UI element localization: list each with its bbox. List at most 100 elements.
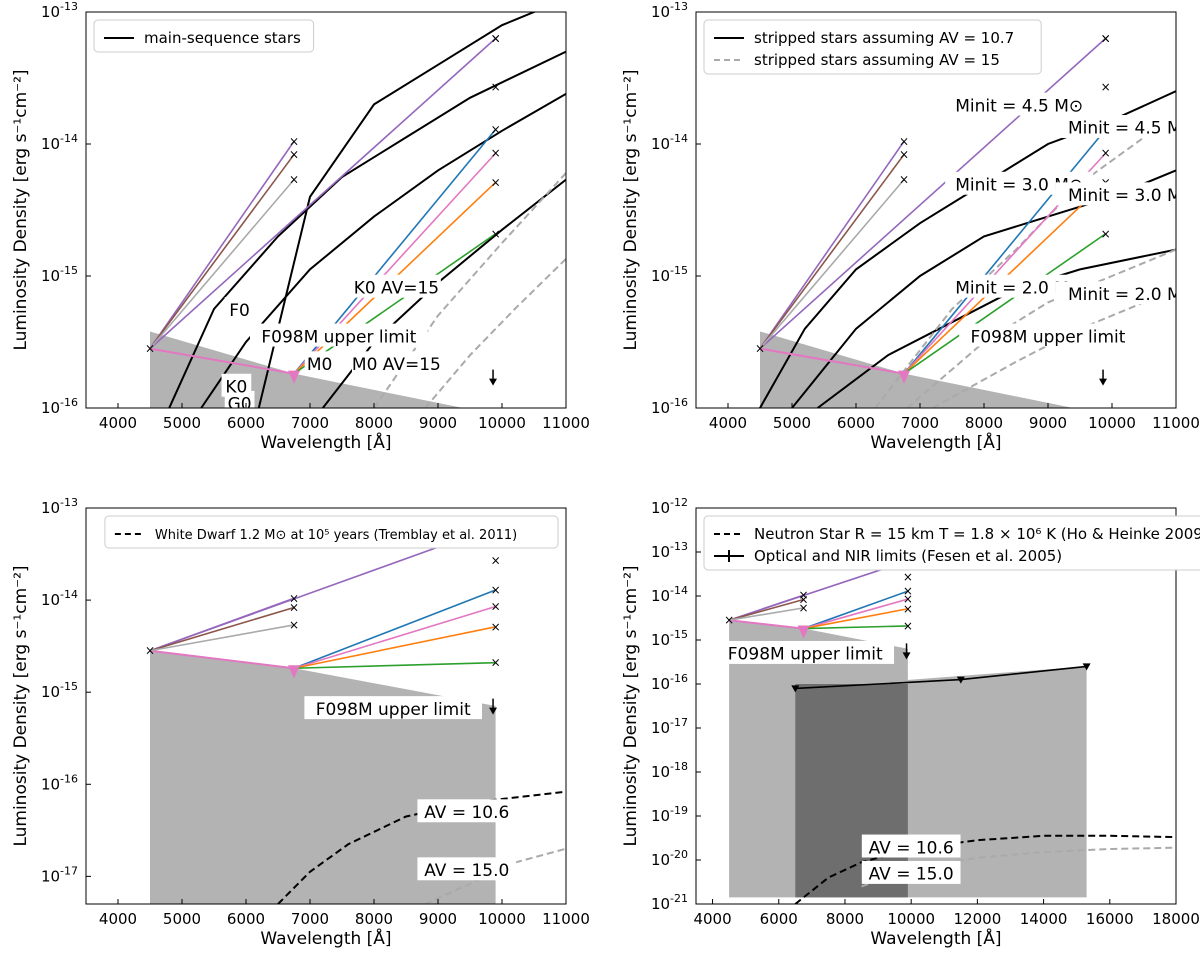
spectrum-line-0 [257, 12, 537, 408]
spectrum-line-5 [424, 258, 566, 408]
fan-marker: × [899, 134, 909, 148]
color-fan-line [293, 605, 496, 670]
label-box [221, 373, 252, 397]
label-box [716, 640, 895, 664]
upper-limit-arrow-head [489, 707, 498, 715]
fan-marker: × [899, 148, 909, 162]
legend-label: main-sequence stars [144, 29, 301, 47]
legend: main-sequence stars [93, 19, 315, 53]
pink-marker [797, 625, 810, 639]
fan-marker: × [491, 656, 501, 670]
y-tick-label: 10-14 [651, 132, 688, 153]
spectrum-line-0 [794, 834, 1176, 904]
fan-marker: × [491, 600, 501, 614]
spectrum-line-2 [200, 92, 566, 408]
fan-marker: × [289, 173, 299, 187]
x-tick-label: 10000 [887, 910, 935, 928]
label-box [861, 834, 961, 858]
plot-area: ×××××××××××Minit = 4.5 M⊙Minit = 4.5 MMi… [755, 31, 1182, 408]
x-tick-label: 6000 [837, 414, 875, 432]
pink-marker [288, 370, 300, 384]
axes-frame [85, 11, 567, 409]
y-tick-label: 10-15 [651, 264, 688, 285]
fan-marker: × [1101, 227, 1111, 241]
axes-frame [695, 11, 1177, 409]
label-box [417, 799, 517, 823]
x-tick-label: 4000 [99, 910, 137, 928]
legend: Neutron Star R = 15 km T = 1.8 × 10⁶ K (… [703, 515, 1200, 571]
y-tick-label: 10-20 [651, 848, 688, 869]
fan-marker: × [799, 601, 809, 615]
origin-marker: × [724, 613, 734, 627]
color-fan-line [803, 625, 908, 630]
color-fan-line [293, 589, 496, 669]
color-fan-line [803, 590, 909, 630]
fan-marker: × [491, 583, 501, 597]
fan-marker: × [903, 584, 913, 598]
color-fan-line [149, 624, 295, 652]
fan-marker: × [491, 227, 501, 241]
x-tick-label: 8000 [965, 414, 1003, 432]
x-tick-label: 8000 [826, 910, 864, 928]
pink-segment [149, 347, 295, 375]
y-tick-label: 10-17 [41, 864, 78, 885]
spectrum-line-2 [816, 248, 1176, 408]
annotation-label: F098M upper limit [971, 327, 1126, 347]
y-tick-label: 10-12 [651, 496, 688, 517]
color-fan-line [149, 37, 497, 350]
annotation-label: F098M upper limit [316, 700, 471, 720]
legend-label: White Dwarf 1.2 M⊙ at 10⁵ years (Trembla… [155, 528, 517, 543]
y-axis-label: Luminosity Density [erg s⁻¹cm⁻²] [621, 69, 641, 350]
legend-box [703, 19, 1042, 75]
axes-frame [695, 507, 1177, 905]
fan-marker: × [903, 592, 913, 606]
annotation-label: Minit = 3.0 M⊙ [955, 175, 1083, 195]
annotation-label: F098M upper limit [261, 327, 416, 347]
color-fan-line [903, 233, 1107, 375]
x-tick-label: 7000 [291, 910, 329, 928]
pink-segment [149, 649, 295, 670]
fan-marker: × [903, 602, 913, 616]
label-box [224, 297, 255, 321]
fan-marker: × [289, 134, 299, 148]
spectrum-line-1 [424, 847, 566, 904]
x-tick-label: 5000 [163, 910, 201, 928]
annotation-label: K0 AV=15 [354, 278, 439, 298]
annotation-label: Minit = 4.5 M [1068, 119, 1182, 139]
label-box [1055, 182, 1176, 206]
upper-limit-arrow-head [1099, 378, 1108, 386]
annotation-label: AV = 15.0 [869, 865, 954, 885]
fan-marker: × [903, 570, 913, 584]
label-box [304, 696, 483, 720]
pink-marker [898, 370, 910, 384]
y-axis-label: Luminosity Density [erg s⁻¹cm⁻²] [11, 565, 31, 846]
label-box [417, 857, 517, 881]
annotation-label: AV = 15.0 [424, 861, 509, 881]
fan-marker: × [491, 620, 501, 634]
fan-marker: × [491, 122, 501, 136]
legend-box [703, 515, 1200, 571]
x-axis-label: Wavelength [Å] [260, 927, 391, 949]
color-fan-line [149, 179, 295, 350]
color-fan-line [759, 37, 1107, 350]
color-fan-line [903, 128, 1107, 375]
pink-segment [728, 619, 804, 630]
x-tick-label: 11000 [542, 910, 590, 928]
y-tick-label: 10-21 [651, 892, 688, 913]
x-tick-label: 8000 [355, 910, 393, 928]
fan-marker: × [899, 173, 909, 187]
nir-limit-marker [1082, 663, 1091, 671]
x-tick-label: 7000 [901, 414, 939, 432]
y-tick-label: 10-15 [651, 628, 688, 649]
x-tick-label: 6000 [227, 414, 265, 432]
fan-marker: × [799, 588, 809, 602]
label-box [1055, 115, 1176, 138]
fan-marker: × [289, 148, 299, 162]
legend-box [93, 19, 315, 53]
legend-box [104, 515, 559, 549]
x-axis-label: Wavelength [Å] [260, 431, 391, 453]
